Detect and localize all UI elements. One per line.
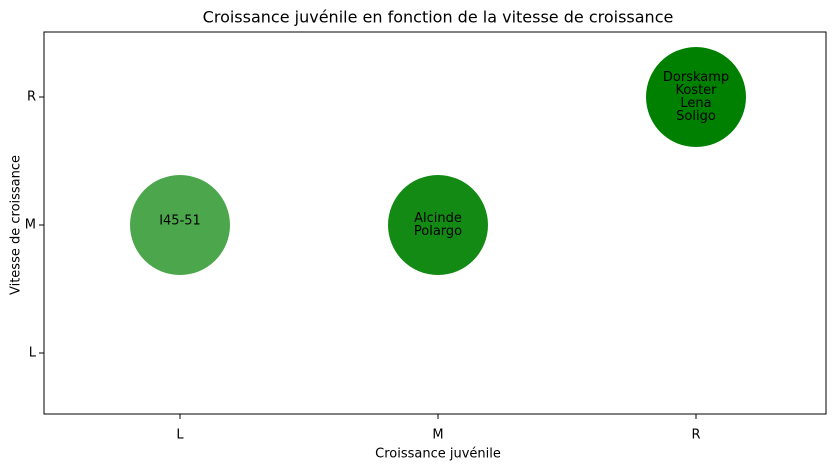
bubble (130, 175, 230, 275)
y-tick-label: L (29, 346, 37, 361)
y-tick-label: R (27, 90, 36, 105)
bubble-label: I45-51 (159, 214, 201, 229)
x-axis-label: Croissance juvénile (375, 447, 501, 462)
bubble-label: Soligo (676, 109, 716, 124)
bubble-label: Koster (675, 83, 717, 98)
plot-frame (43, 31, 827, 415)
bubble-label: Lena (680, 96, 711, 111)
bubble-label: Polargo (414, 224, 462, 239)
bubble-label: Alcinde (414, 211, 462, 226)
chart-title: Croissance juvénile en fonction de la vi… (203, 8, 674, 27)
x-tick-label: R (691, 428, 700, 443)
bubble (388, 175, 488, 275)
bubble-label: Dorskamp (663, 70, 729, 85)
y-axis-label: Vitesse de croissance (9, 155, 24, 295)
y-tick-label: M (25, 218, 36, 233)
x-tick-label: M (432, 428, 443, 443)
x-tick-label: L (176, 428, 184, 443)
bubble (646, 47, 746, 147)
